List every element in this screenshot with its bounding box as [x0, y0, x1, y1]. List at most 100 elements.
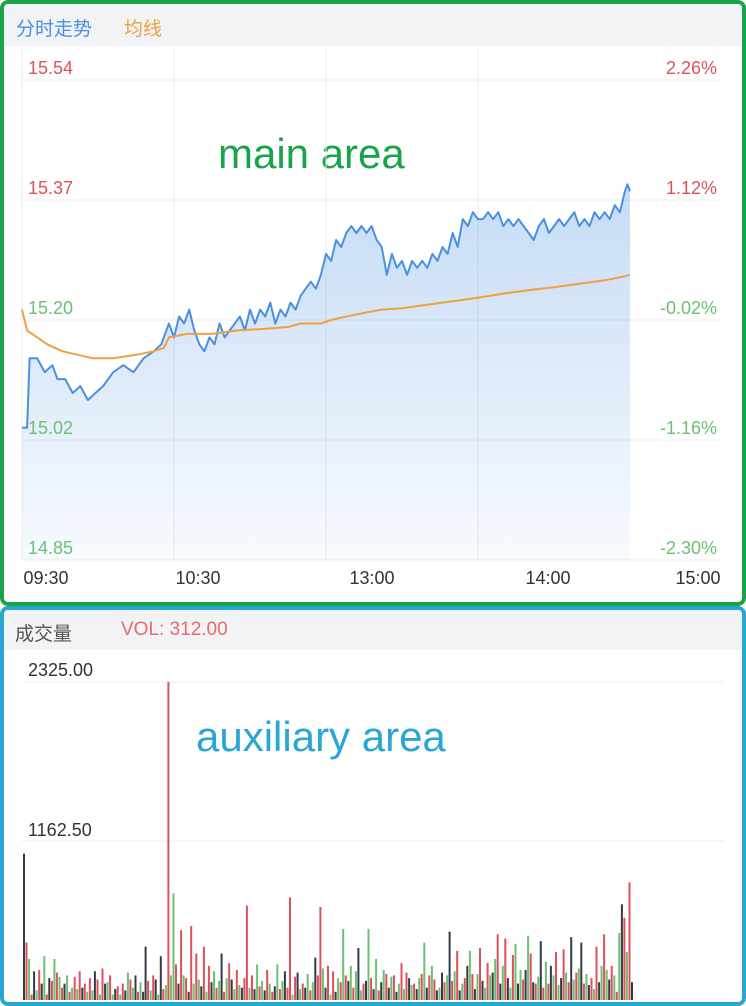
volume-bar	[205, 991, 208, 1000]
volume-bar	[600, 965, 603, 1000]
volume-bar	[306, 974, 309, 1000]
volume-bar	[605, 969, 608, 1000]
volume-bar	[111, 994, 114, 1000]
volume-bar	[354, 971, 357, 1000]
volume-bar	[446, 975, 449, 1000]
legend-average-line[interactable]: 均线	[124, 19, 163, 40]
volume-bar	[352, 987, 355, 1000]
volume-bar	[562, 949, 565, 1000]
volume-bar	[620, 904, 623, 1000]
price-axis-label: 14.85	[28, 538, 73, 558]
volume-bar	[61, 987, 63, 1000]
volume-bar	[147, 980, 150, 1000]
volume-bar	[397, 983, 400, 1000]
volume-bar	[494, 959, 497, 1000]
volume-bar	[484, 987, 487, 1000]
volume-bar	[590, 978, 593, 1000]
volume-bar	[126, 972, 129, 1000]
time-axis-label: 15:00	[675, 568, 720, 588]
volume-bar	[334, 991, 337, 1000]
volume-bar	[613, 975, 616, 1000]
main-legend-bar: 分时走势 均线	[4, 4, 742, 46]
volume-bar	[514, 943, 517, 1000]
volume-bar	[109, 975, 112, 1000]
time-axis-label: 13:00	[349, 568, 394, 588]
volume-bar	[278, 989, 281, 1000]
volume-bar	[367, 928, 370, 1000]
volume-bar	[33, 971, 36, 1000]
volume-bar	[99, 994, 101, 1000]
volume-bar	[40, 983, 43, 1000]
volume-bar	[210, 982, 213, 1000]
volume-bar	[580, 942, 583, 1000]
volume-bar	[245, 905, 248, 1000]
volume-bar	[324, 987, 327, 1000]
volume-bar	[291, 994, 294, 1000]
volume-bar	[544, 961, 547, 1000]
volume-axis-label: 2325.00	[28, 660, 93, 680]
volume-bar	[276, 964, 279, 1000]
volume-bar	[68, 991, 71, 1000]
volume-bar	[200, 986, 203, 1000]
volume-bar	[499, 983, 502, 1000]
volume-bar	[529, 953, 532, 1000]
volume-bar	[35, 990, 38, 1000]
volume-bar	[534, 983, 537, 1000]
volume-bar	[441, 972, 443, 1000]
volume-bar	[235, 969, 238, 1000]
volume-bar	[177, 983, 180, 1000]
volume-bar	[370, 978, 373, 1000]
volume-bar	[327, 965, 329, 1000]
time-axis-label: 10:30	[175, 568, 220, 588]
volume-bar	[628, 882, 631, 1000]
volume-bar	[294, 976, 297, 1000]
volume-bar	[615, 991, 618, 1000]
volume-bar	[213, 971, 215, 1000]
volume-bar	[375, 959, 378, 1000]
volume-legend-bar: 成交量 VOL: 312.00	[4, 610, 742, 650]
volume-bar	[129, 979, 132, 1000]
volume-bar	[71, 987, 74, 1000]
volume-bar	[299, 989, 302, 1000]
volume-bar	[572, 979, 575, 1000]
volume-bar	[238, 985, 241, 1000]
price-axis-label: 15.20	[28, 298, 73, 318]
percent-axis-label: -2.30%	[660, 538, 717, 558]
volume-bar	[509, 987, 512, 1000]
percent-axis-label: 2.26%	[666, 58, 717, 78]
volume-bar	[400, 963, 403, 1000]
volume-bar	[392, 975, 395, 1000]
percent-axis-label: 1.12%	[666, 178, 717, 198]
main-area-label: main area	[218, 130, 405, 177]
volume-bar	[382, 969, 385, 1000]
volume-bar	[86, 991, 89, 1000]
price-axis-label: 15.54	[28, 58, 73, 78]
volume-bar	[357, 948, 360, 1000]
volume-bar	[192, 983, 195, 1000]
volume-bar	[587, 985, 590, 1000]
volume-bar	[83, 983, 86, 1000]
volume-bar	[266, 969, 269, 1000]
volume-bar	[58, 976, 61, 1000]
volume-bar	[104, 983, 107, 1000]
volume-bar	[66, 975, 69, 1000]
volume-bar	[316, 975, 319, 1000]
volume-bar	[468, 950, 471, 1000]
volume-bar	[506, 978, 509, 1000]
volume-bar	[425, 987, 428, 1000]
volume-bar	[610, 965, 613, 1000]
volume-bar	[537, 976, 540, 1000]
volume-bar	[190, 926, 193, 1000]
volume-bar	[220, 953, 223, 1000]
volume-bar	[116, 986, 119, 1000]
volume-bar	[519, 969, 522, 1000]
legend-price-line[interactable]: 分时走势	[16, 19, 93, 40]
volume-bar	[63, 983, 66, 1000]
volume-bar	[466, 965, 469, 1000]
volume-bar	[501, 965, 504, 1000]
volume-bar	[443, 982, 446, 1000]
volume-bar	[197, 979, 200, 1000]
volume-bar	[390, 976, 393, 1000]
volume-bar	[124, 990, 127, 1000]
volume-bar	[134, 975, 137, 1000]
